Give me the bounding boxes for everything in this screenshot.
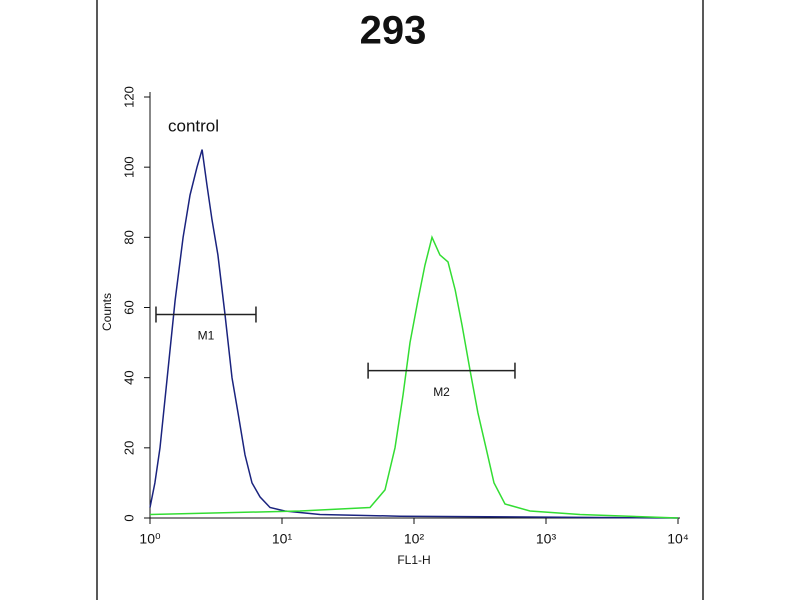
chart-title: 293 [360,9,427,53]
y-tick-label: 0 [121,514,136,521]
x-tick-label: 10² [404,531,425,547]
y-tick-label: 100 [121,156,136,178]
x-tick-label: 10⁰ [139,531,161,547]
marker-label: M2 [433,385,450,399]
x-axis-label: FL1-H [397,553,430,567]
y-axis-label: Counts [100,293,114,331]
x-tick-label: 10³ [536,531,557,547]
y-tick-label: 60 [121,300,136,314]
y-tick-label: 20 [121,441,136,455]
histogram-line [149,149,679,519]
x-tick-label: 10⁴ [667,531,689,547]
x-tick-label: 10¹ [272,531,293,547]
y-tick-label: 80 [121,230,136,244]
marker-label: M1 [198,329,215,343]
series-label: control [168,116,219,135]
y-tick-label: 120 [121,86,136,108]
histogram-line [149,235,679,519]
y-tick-label: 40 [121,370,136,384]
